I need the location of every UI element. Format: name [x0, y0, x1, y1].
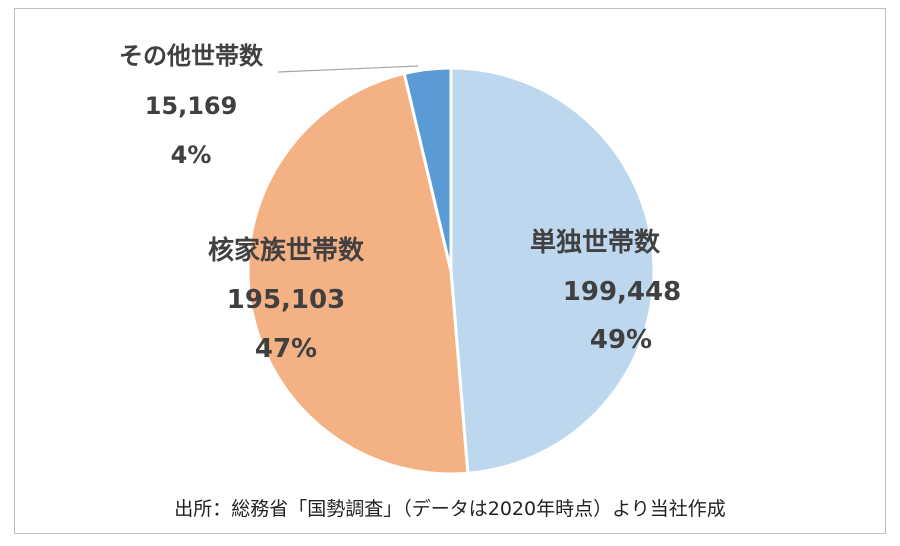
pie-slices	[246, 66, 656, 476]
pie-slice-other	[402, 66, 453, 272]
label-value-other: 15,169	[145, 92, 238, 120]
label-category-other: その他世帯数	[119, 42, 264, 70]
label-category-single: 単独世帯数	[530, 228, 661, 258]
pie-slice-nuclear	[246, 71, 470, 476]
label-percent-single: 49%	[590, 325, 652, 355]
pie-slice-single	[449, 66, 656, 475]
source-note: 出所：総務省「国勢調査」（データは2020年時点）より当社作成	[174, 498, 726, 520]
label-value-nuclear: 195,103	[227, 285, 345, 315]
leader-line-other	[277, 65, 419, 73]
label-percent-other: 4%	[171, 141, 212, 169]
label-percent-nuclear: 47%	[255, 334, 317, 364]
label-value-single: 199,448	[563, 277, 681, 307]
label-category-nuclear: 核家族世帯数	[208, 235, 365, 266]
